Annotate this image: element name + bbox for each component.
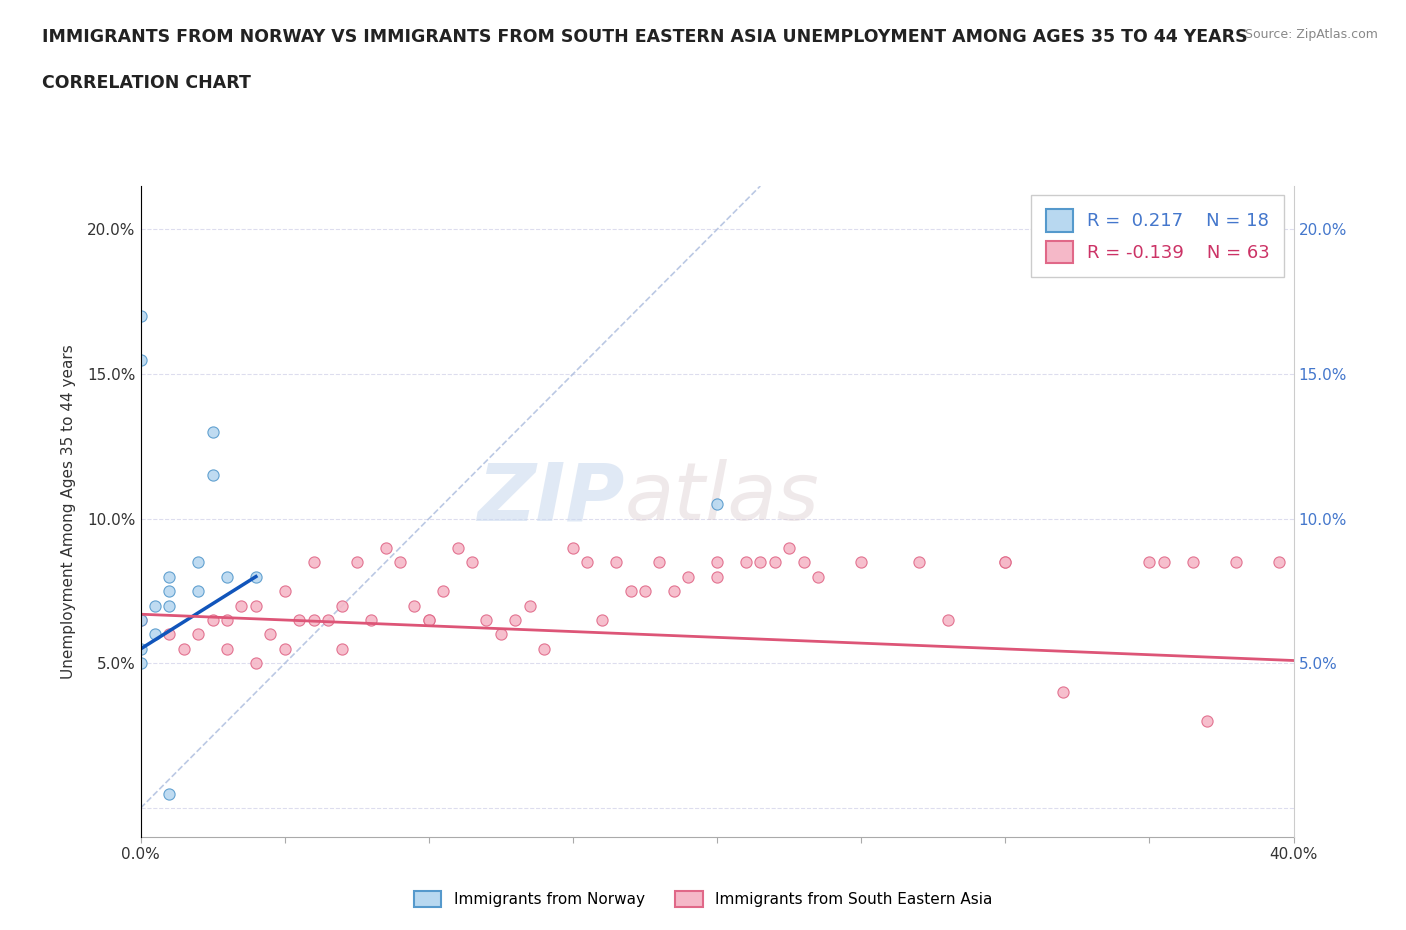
Point xyxy=(994,554,1017,569)
Point xyxy=(143,627,166,642)
Point xyxy=(332,642,354,657)
Point xyxy=(274,584,297,599)
Point xyxy=(187,584,209,599)
Point xyxy=(706,497,728,512)
Point xyxy=(749,554,772,569)
Point xyxy=(418,613,440,628)
Point xyxy=(1052,684,1074,699)
Point xyxy=(143,598,166,613)
Point xyxy=(1181,554,1204,569)
Text: IMMIGRANTS FROM NORWAY VS IMMIGRANTS FROM SOUTH EASTERN ASIA UNEMPLOYMENT AMONG : IMMIGRANTS FROM NORWAY VS IMMIGRANTS FRO… xyxy=(42,28,1247,46)
Point xyxy=(302,613,325,628)
Point xyxy=(159,627,180,642)
Point xyxy=(793,554,815,569)
Point xyxy=(503,613,526,628)
Point xyxy=(648,554,671,569)
Point xyxy=(605,554,627,569)
Point xyxy=(159,584,180,599)
Point xyxy=(735,554,758,569)
Point xyxy=(461,554,484,569)
Point xyxy=(245,598,267,613)
Point xyxy=(489,627,512,642)
Point xyxy=(908,554,931,569)
Point xyxy=(778,540,800,555)
Point xyxy=(217,569,239,584)
Point xyxy=(432,584,454,599)
Point xyxy=(763,554,786,569)
Text: atlas: atlas xyxy=(624,459,820,538)
Point xyxy=(201,613,224,628)
Point xyxy=(159,569,180,584)
Y-axis label: Unemployment Among Ages 35 to 44 years: Unemployment Among Ages 35 to 44 years xyxy=(62,344,76,679)
Point xyxy=(201,424,224,439)
Point xyxy=(288,613,311,628)
Point xyxy=(475,613,498,628)
Point xyxy=(662,584,685,599)
Point xyxy=(447,540,470,555)
Point xyxy=(129,642,152,657)
Point xyxy=(129,613,152,628)
Point xyxy=(519,598,541,613)
Point xyxy=(404,598,426,613)
Point xyxy=(259,627,281,642)
Point xyxy=(849,554,872,569)
Point xyxy=(418,613,440,628)
Point xyxy=(245,569,267,584)
Point xyxy=(302,554,325,569)
Point xyxy=(201,468,224,483)
Point xyxy=(1153,554,1175,569)
Point xyxy=(159,598,180,613)
Point xyxy=(374,540,396,555)
Point xyxy=(1195,714,1218,729)
Point xyxy=(173,642,195,657)
Point xyxy=(706,554,728,569)
Point xyxy=(1139,554,1161,569)
Point xyxy=(231,598,253,613)
Point xyxy=(217,613,239,628)
Point xyxy=(346,554,368,569)
Point xyxy=(388,554,411,569)
Point xyxy=(533,642,555,657)
Point xyxy=(1225,554,1247,569)
Point xyxy=(129,613,152,628)
Text: ZIP: ZIP xyxy=(478,459,624,538)
Point xyxy=(187,627,209,642)
Point xyxy=(332,598,354,613)
Point xyxy=(316,613,339,628)
Point xyxy=(159,786,180,801)
Legend: Immigrants from Norway, Immigrants from South Eastern Asia: Immigrants from Norway, Immigrants from … xyxy=(408,884,998,913)
Point xyxy=(706,569,728,584)
Legend: R =  0.217    N = 18, R = -0.139    N = 63: R = 0.217 N = 18, R = -0.139 N = 63 xyxy=(1032,195,1285,277)
Point xyxy=(129,352,152,367)
Point xyxy=(807,569,830,584)
Point xyxy=(129,656,152,671)
Point xyxy=(994,554,1017,569)
Point xyxy=(619,584,641,599)
Text: CORRELATION CHART: CORRELATION CHART xyxy=(42,74,252,92)
Point xyxy=(245,656,267,671)
Point xyxy=(562,540,585,555)
Point xyxy=(678,569,700,584)
Text: Source: ZipAtlas.com: Source: ZipAtlas.com xyxy=(1244,28,1378,41)
Point xyxy=(129,309,152,324)
Point xyxy=(274,642,297,657)
Point xyxy=(217,642,239,657)
Point xyxy=(936,613,959,628)
Point xyxy=(634,584,657,599)
Point xyxy=(187,554,209,569)
Point xyxy=(1268,554,1291,569)
Point xyxy=(360,613,382,628)
Point xyxy=(576,554,599,569)
Point xyxy=(591,613,613,628)
